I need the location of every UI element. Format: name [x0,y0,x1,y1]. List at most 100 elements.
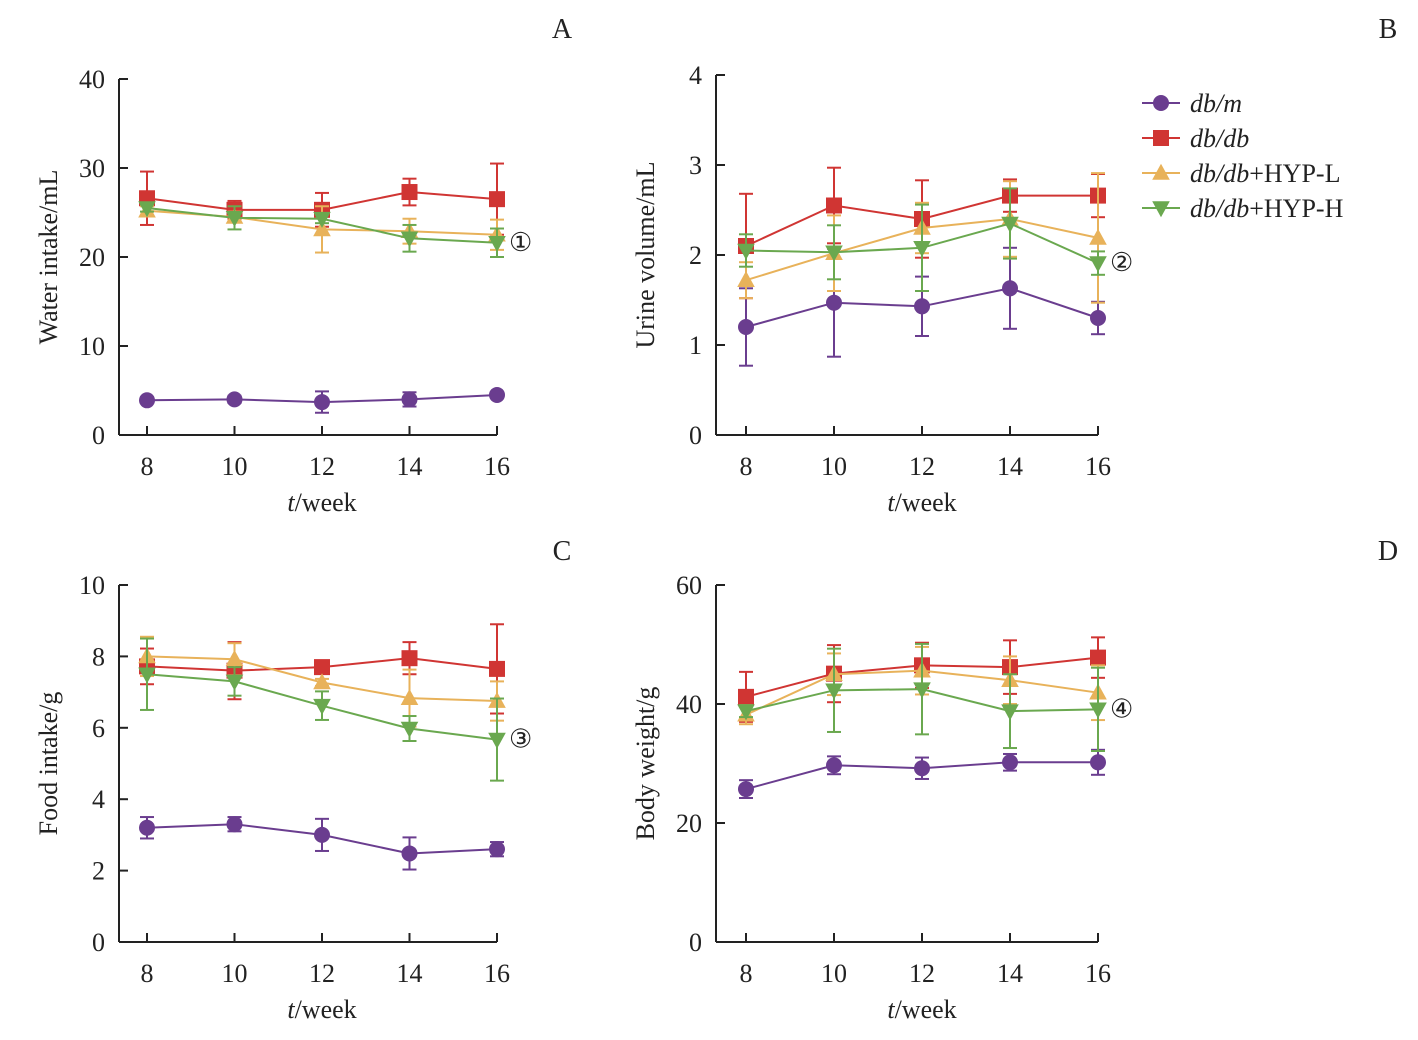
y-tick-label: 0 [689,421,702,450]
data-point [313,211,331,228]
data-point [1001,216,1019,233]
annotation-label: ④ [1110,694,1133,723]
y-tick-label: 0 [92,928,105,957]
panel-letter: B [1379,14,1398,45]
data-point [738,319,754,335]
series-db-db-hyp-h [138,637,506,782]
y-tick-label: 0 [92,421,105,450]
x-axis-title-italic: t [287,488,295,517]
x-tick-label: 8 [740,959,753,988]
x-tick-label: 10 [821,452,847,481]
data-point [826,757,842,774]
data-point [1001,704,1019,721]
x-tick-label: 16 [1085,452,1111,481]
data-point [138,667,156,684]
data-point [826,294,842,311]
x-axis-title-italic: t [287,995,295,1024]
panel-letter: C [553,536,572,567]
data-point [489,191,505,208]
annotation-label: ② [1110,248,1133,277]
data-point [401,391,418,408]
x-tick-label: 12 [909,452,935,481]
x-tick-label: 8 [740,452,753,481]
panel-letter: D [1378,536,1398,567]
panel-A: A 0 10 20 30 40 8 10 12 14 16 t/week Water intake/mL… [34,14,573,517]
legend-label-rest: +HYP-L [1249,159,1340,188]
data-point [737,243,755,260]
data-point [737,704,755,721]
data-point [1089,702,1107,719]
data-point [738,781,754,798]
data-point [401,845,418,862]
series-db-m [738,246,1106,367]
data-point [313,698,331,715]
legend-marker-circle [1153,95,1169,111]
data-point [1090,649,1106,666]
legend-label: db/db+HYP-H [1190,194,1344,223]
x-tick-label: 14 [997,452,1023,481]
y-tick-label: 6 [92,714,105,743]
data-point [225,674,244,691]
data-point [489,386,505,403]
legend-item: db/db [1142,124,1249,153]
y-tick-label: 1 [689,331,702,360]
data-point [489,841,505,858]
data-point [313,220,331,237]
data-point [1090,310,1106,326]
x-axis-title-rest: /week [895,995,957,1024]
x-tick-label: 16 [484,959,510,988]
x-tick-label: 14 [997,959,1023,988]
y-tick-label: 8 [92,642,105,671]
x-tick-label: 10 [222,452,248,481]
x-axis-title-rest: /week [295,488,357,517]
legend-label-italic: db/db [1190,159,1249,188]
y-axis-title: Food intake/g [34,692,63,836]
y-tick-label: 3 [689,151,702,180]
x-tick-label: 12 [309,452,335,481]
data-point [1089,228,1107,245]
y-tick-label: 20 [676,809,702,838]
y-axis-title: Body weight/g [631,687,660,841]
x-axis-title-rest: /week [895,488,957,517]
x-tick-label: 12 [309,959,335,988]
data-point [314,826,330,843]
data-point [226,391,243,408]
data-point [313,673,331,690]
annotation-label: ① [509,228,532,257]
legend-item: db/db+HYP-H [1142,194,1344,223]
y-tick-label: 2 [689,241,702,270]
y-tick-label: 40 [79,65,105,94]
data-point [488,732,506,749]
series-db-m [738,748,1106,800]
data-point [314,659,330,676]
series-db-db-hyp-h [737,642,1107,753]
y-tick-label: 0 [689,928,702,957]
legend: db/m db/db db/db+HYP-L db/db+HYP-H [1142,89,1344,223]
x-tick-label: 16 [484,452,510,481]
legend-label-italic: db/db [1190,124,1249,153]
data-point [226,816,243,833]
legend-label-italic: db/m [1190,89,1242,118]
y-tick-label: 20 [79,243,105,272]
data-point [825,245,843,262]
data-point [400,688,419,705]
data-point [1089,256,1107,273]
data-point [138,201,156,218]
series-db-db-hyp-h [737,187,1107,292]
data-point [913,241,931,257]
data-point [826,197,842,214]
y-tick-label: 10 [79,332,105,361]
x-tick-label: 14 [397,452,423,481]
data-point [1002,754,1018,771]
data-point [225,650,244,667]
x-tick-label: 14 [397,959,423,988]
data-point [489,660,505,677]
x-tick-label: 16 [1085,959,1111,988]
panel-D: D 0 20 40 60 8 10 12 14 16 t/week Body weight/g ④ [631,536,1398,1024]
y-tick-label: 2 [92,857,105,886]
panel-letter: A [552,14,573,45]
x-axis-title: t/week [287,995,356,1024]
x-axis-title-rest: /week [295,995,357,1024]
